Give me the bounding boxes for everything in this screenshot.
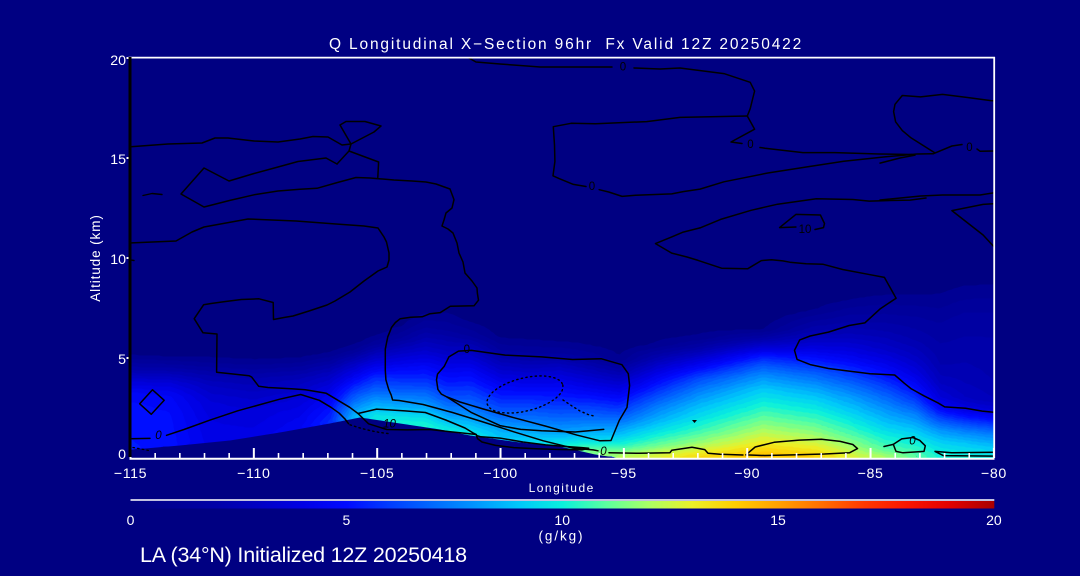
svg-text:−95: −95: [611, 466, 637, 482]
svg-text:Altitude (km): Altitude (km): [88, 214, 103, 301]
svg-text:20: 20: [110, 53, 126, 69]
svg-text:Longitude: Longitude: [529, 481, 595, 495]
svg-text:10: 10: [799, 224, 812, 236]
svg-text:−115: −115: [114, 466, 147, 482]
svg-text:−85: −85: [858, 466, 884, 482]
svg-text:0: 0: [589, 181, 595, 193]
svg-text:0: 0: [155, 430, 162, 442]
svg-text:LA (34°N) Initialized 12Z 2025: LA (34°N) Initialized 12Z 20250418: [140, 543, 467, 567]
svg-text:10: 10: [554, 512, 570, 528]
svg-text:−110: −110: [237, 466, 270, 482]
svg-text:20: 20: [986, 512, 1002, 528]
svg-text:−105: −105: [360, 466, 394, 482]
svg-text:−100: −100: [483, 466, 517, 482]
svg-text:0: 0: [600, 446, 607, 458]
svg-text:0: 0: [909, 436, 916, 448]
svg-text:15: 15: [770, 512, 786, 528]
svg-text:5: 5: [118, 352, 126, 368]
svg-text:0: 0: [464, 344, 470, 356]
svg-text:0: 0: [747, 139, 753, 151]
svg-text:(g/kg): (g/kg): [539, 528, 585, 543]
svg-text:10: 10: [383, 419, 396, 431]
svg-text:0: 0: [966, 142, 972, 154]
svg-text:−80: −80: [981, 466, 1007, 482]
svg-text:−90: −90: [734, 466, 760, 482]
svg-text:15: 15: [110, 152, 126, 168]
svg-text:0: 0: [118, 447, 126, 463]
svg-text:0: 0: [620, 62, 626, 74]
svg-text:5: 5: [342, 512, 350, 528]
svg-text:0: 0: [127, 512, 135, 528]
svg-text:10: 10: [110, 252, 126, 268]
svg-text:Q Longitudinal X−Section 96hr: Q Longitudinal X−Section 96hr Fx Valid 1…: [329, 36, 803, 53]
